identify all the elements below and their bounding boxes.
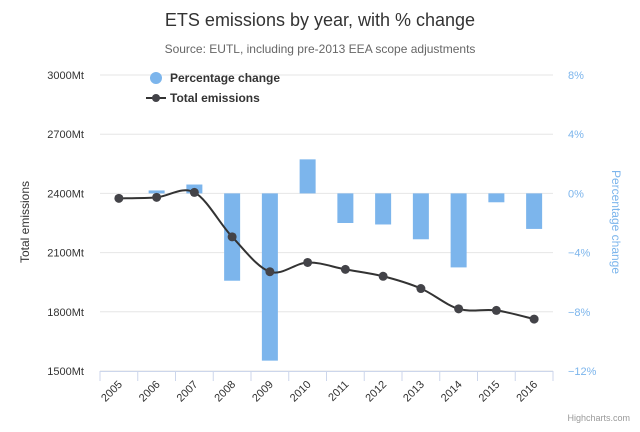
x-tick-label: 2005 xyxy=(99,379,125,405)
x-tick-label: 2011 xyxy=(326,379,351,404)
legend-item-total-emissions[interactable]: Total emissions xyxy=(146,91,260,105)
legend-label-total-emissions: Total emissions xyxy=(170,91,260,105)
left-tick-label: 2100Mt xyxy=(47,248,84,260)
point-2007[interactable] xyxy=(189,187,199,197)
x-tick-label: 2016 xyxy=(514,379,540,405)
point-2005[interactable] xyxy=(114,193,124,203)
legend-label-percentage-change: Percentage change xyxy=(170,71,280,85)
grid-lines xyxy=(100,74,553,372)
right-tick-label: −12% xyxy=(568,366,597,378)
total-emissions-line-path[interactable] xyxy=(118,189,535,321)
bar-2012[interactable] xyxy=(375,193,392,225)
bar-2016[interactable] xyxy=(526,193,543,229)
total-emissions-line[interactable] xyxy=(114,187,539,324)
left-axis-title: Total emissions xyxy=(18,181,32,263)
left-tick-label: 2700Mt xyxy=(47,129,84,141)
credits-link[interactable]: Highcharts.com xyxy=(567,413,630,423)
point-2014[interactable] xyxy=(454,304,464,314)
point-2016[interactable] xyxy=(529,314,539,324)
x-tick-label: 2009 xyxy=(250,379,276,405)
right-tick-label: 0% xyxy=(568,188,584,200)
x-tick-label: 2007 xyxy=(175,379,201,405)
point-2013[interactable] xyxy=(416,284,426,294)
legend-bar-symbol xyxy=(150,72,162,84)
right-tick-label: −8% xyxy=(568,307,591,319)
left-tick-label: 2400Mt xyxy=(47,188,84,200)
point-2009[interactable] xyxy=(265,267,275,277)
bar-2006[interactable] xyxy=(148,190,165,194)
x-axis: 2005 2006 2007 2008 2009 2010 2011 2012 2013 2014… xyxy=(99,371,554,405)
right-tick-label: −4% xyxy=(568,248,591,260)
right-axis-title: Percentage change xyxy=(609,170,623,274)
right-tick-label: 4% xyxy=(568,129,584,141)
chart-subtitle: Source: EUTL, including pre-2013 EEA sco… xyxy=(165,42,476,56)
x-tick-label: 2015 xyxy=(477,379,503,405)
x-tick-label: 2012 xyxy=(363,379,389,405)
legend-item-percentage-change[interactable]: Percentage change xyxy=(150,71,280,85)
bar-2013[interactable] xyxy=(412,193,429,240)
bar-2010[interactable] xyxy=(299,159,316,194)
percentage-change-bars[interactable] xyxy=(148,159,543,361)
right-axis: 8% 4% 0% −4% −8% −12% xyxy=(568,70,597,378)
point-2011[interactable] xyxy=(340,264,350,274)
x-tick-label: 2014 xyxy=(439,379,465,405)
x-tick-label: 2008 xyxy=(212,379,238,405)
point-2008[interactable] xyxy=(227,232,237,242)
chart-title: ETS emissions by year, with % change xyxy=(165,10,475,30)
bar-2015[interactable] xyxy=(488,193,505,203)
bar-2014[interactable] xyxy=(450,193,467,268)
bar-2009[interactable] xyxy=(261,193,278,361)
point-2015[interactable] xyxy=(491,305,501,315)
x-tick-label: 2006 xyxy=(137,379,163,405)
x-tick-label: 2010 xyxy=(288,379,314,405)
legend[interactable]: Percentage change Total emissions xyxy=(146,71,280,105)
point-2010[interactable] xyxy=(303,257,313,267)
left-tick-label: 1800Mt xyxy=(47,307,84,319)
legend-marker-symbol xyxy=(152,94,160,102)
left-tick-label: 3000Mt xyxy=(47,70,84,82)
bar-2011[interactable] xyxy=(337,193,354,223)
point-2006[interactable] xyxy=(152,192,162,202)
x-tick-label: 2013 xyxy=(401,379,427,405)
right-tick-label: 8% xyxy=(568,70,584,82)
left-tick-label: 1500Mt xyxy=(47,366,84,378)
point-2012[interactable] xyxy=(378,271,388,281)
left-axis: 3000Mt 2700Mt 2400Mt 2100Mt 1800Mt 1500Mt xyxy=(47,70,84,378)
